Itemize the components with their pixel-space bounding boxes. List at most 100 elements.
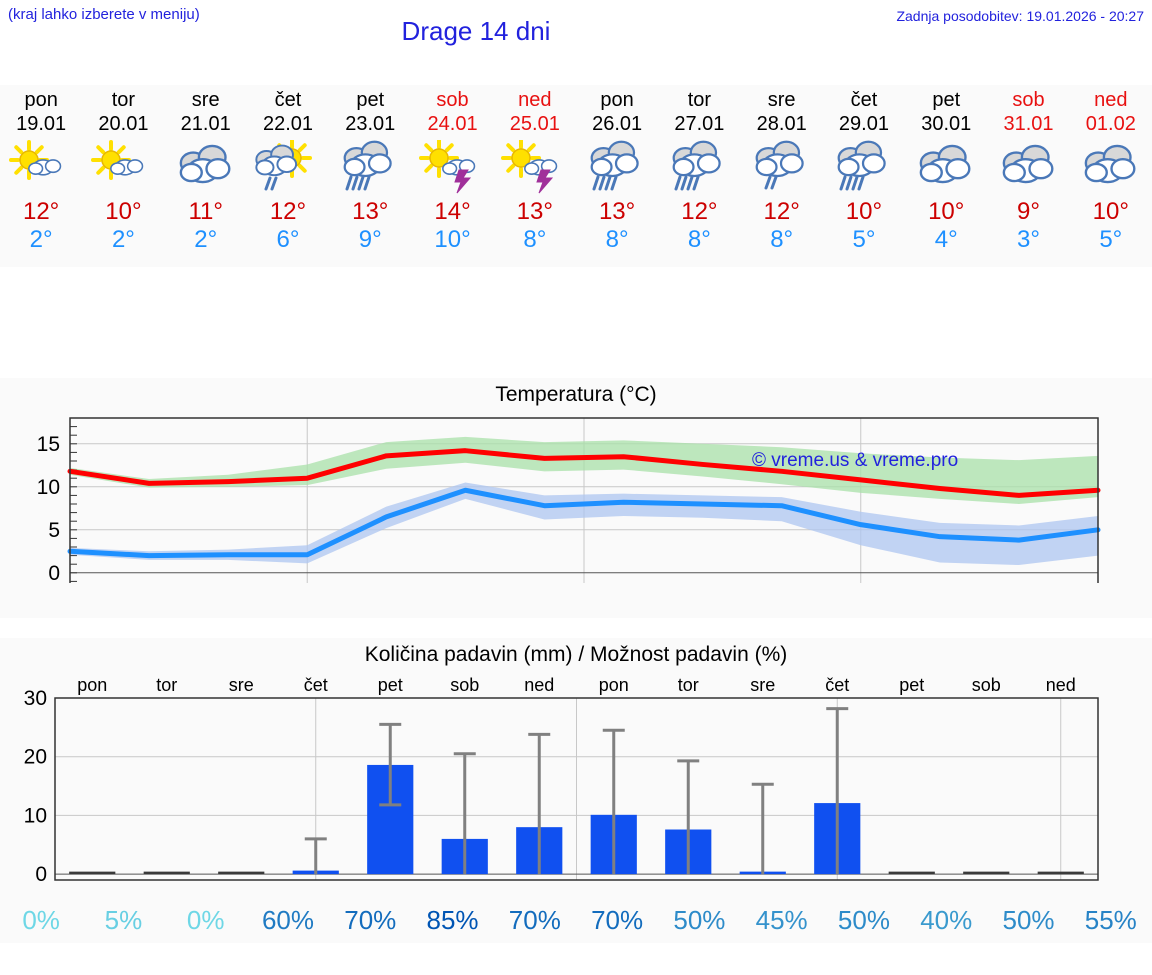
cloud-rain-icon (823, 140, 905, 194)
page-header: (kraj lahko izberete v meniju) Drage 14 … (0, 0, 1152, 62)
precipitation-day-label: čet (304, 675, 328, 695)
temperature-chart-panel: Temperatura (°C) 0 5 10 15 © vreme.us & vrem… (0, 378, 1152, 618)
temperature-max: 12° (269, 198, 307, 225)
forecast-day-card[interactable]: pon 19.01 12° 2° (0, 85, 82, 267)
forecast-day-card[interactable]: sre 21.01 11° 2° (165, 85, 247, 267)
temperature-min: 4° (934, 226, 958, 253)
day-date: 01.02 (1085, 113, 1136, 135)
temperature-min: 8° (605, 226, 629, 253)
precipitation-day-label: sob (972, 675, 1001, 695)
day-date: 28.01 (756, 113, 807, 135)
precipitation-probability: 60% (261, 905, 314, 935)
day-of-week: ned (1094, 89, 1128, 111)
precipitation-plot: pon tor sre čet pet sob ned pon tor sre čet pet sob n… (24, 675, 1099, 886)
temperature-max: 13° (516, 198, 553, 225)
precipitation-day-label: pet (899, 675, 924, 695)
temperature-min: 5° (1099, 226, 1123, 253)
precipitation-probability: 55% (1084, 905, 1137, 935)
precipitation-probability: 70% (591, 905, 644, 935)
day-of-week: pet (932, 89, 961, 111)
precipitation-day-label: ned (524, 675, 554, 695)
precipitation-chart: pon tor sre čet pet sob ned pon tor sre čet pet sob n… (0, 668, 1152, 908)
precipitation-probability: 70% (508, 905, 561, 935)
temperature-min: 8° (687, 226, 711, 253)
cloud-icon (165, 140, 247, 194)
day-date: 27.01 (674, 113, 725, 135)
precipitation-probability: 0% (22, 905, 60, 935)
day-of-week: čet (850, 89, 878, 111)
forecast-day-strip: pon 19.01 12° 2° tor 20.01 10° 2° sre 21.01 11° 2° č… (0, 85, 1152, 267)
temperature-min: 9° (358, 226, 382, 253)
temperature-max: 10° (845, 198, 883, 225)
temperature-min: 8° (770, 226, 794, 253)
sun-cloud-rain-icon (247, 140, 329, 194)
precipitation-bar (218, 871, 265, 875)
temperature-max: 12° (681, 198, 718, 225)
location-hint: (kraj lahko izberete v meniju) (8, 6, 200, 23)
forecast-day-card[interactable]: tor 20.01 10° 2° (82, 85, 164, 267)
cloud-rain-icon (658, 140, 740, 194)
temperature-max: 10° (105, 198, 142, 225)
day-date: 22.01 (262, 113, 314, 135)
cloud-icon (987, 140, 1069, 194)
page-title: Drage 14 dni (401, 16, 551, 46)
day-of-week: sre (191, 89, 220, 111)
temperature-min: 2° (111, 226, 135, 253)
precipitation-probability: 50% (837, 905, 890, 935)
precipitation-probability: 70% (344, 905, 397, 935)
forecast-day-card[interactable]: čet 22.01 12° 6° (247, 85, 329, 267)
precipitation-probability: 45% (755, 905, 808, 935)
precipitation-day-label: pet (378, 675, 403, 695)
precipitation-probability-row: 0% 5% 0% 60% 70% 85% 70% 70% 50% 45% 50% 40% 50% 55% (0, 905, 1152, 936)
temperature-min: 6° (276, 226, 300, 253)
temperature-min: 5° (852, 226, 876, 253)
forecast-day-card[interactable]: sre 28.01 12° 8° (741, 85, 823, 267)
precipitation-day-label: čet (825, 675, 849, 695)
forecast-day-card[interactable]: čet 29.01 10° 5° (823, 85, 905, 267)
temperature-min: 2° (29, 226, 53, 253)
precipitation-day-label: tor (156, 675, 177, 695)
day-of-week: pet (356, 89, 385, 111)
day-date: 21.01 (180, 113, 231, 135)
sun-cloud-icon (0, 140, 82, 194)
temperature-max: 9° (1017, 198, 1040, 225)
precipitation-day-label: ned (1046, 675, 1076, 695)
precipitation-bar (1037, 871, 1084, 875)
day-date: 30.01 (921, 113, 972, 135)
day-of-week: ned (518, 89, 552, 111)
temperature-max: 13° (352, 198, 389, 225)
day-date: 29.01 (838, 113, 889, 135)
day-of-week: čet (274, 89, 302, 111)
forecast-day-card[interactable]: ned 01.02 10° 5° (1070, 85, 1152, 267)
svg-text:20: 20 (24, 746, 47, 769)
day-date: 25.01 (509, 113, 560, 135)
temperature-max: 13° (598, 198, 636, 225)
temperature-plot: 0 5 10 15 © vreme.us & vreme.pro (37, 417, 1101, 583)
forecast-day-card[interactable]: tor 27.01 12° 8° (658, 85, 740, 267)
precipitation-probability: 40% (920, 905, 973, 935)
forecast-day-card[interactable]: ned 25.01 13° 8° (494, 85, 576, 267)
day-of-week: sob (1012, 89, 1045, 111)
precipitation-day-label: pon (599, 675, 629, 695)
temperature-max: 11° (188, 198, 223, 225)
forecast-day-card[interactable]: pet 30.01 10° 4° (905, 85, 987, 267)
svg-text:30: 30 (24, 687, 47, 710)
precipitation-probability: 50% (673, 905, 726, 935)
day-date: 20.01 (98, 113, 149, 135)
forecast-day-card[interactable]: pon 26.01 13° 8° (576, 85, 658, 267)
forecast-day-card[interactable]: sob 31.01 9° 3° (987, 85, 1069, 267)
svg-text:15: 15 (37, 433, 60, 456)
precipitation-chart-panel: Količina padavin (mm) / Možnost padavin … (0, 638, 1152, 943)
day-of-week: tor (111, 89, 136, 111)
day-of-week: sob (436, 89, 469, 111)
precipitation-day-label: sob (450, 675, 479, 695)
precipitation-day-label: pon (77, 675, 107, 695)
precipitation-chart-title: Količina padavin (mm) / Možnost padavin … (364, 643, 788, 666)
temperature-min: 2° (194, 226, 218, 253)
temperature-max: 14° (434, 198, 471, 225)
forecast-day-card[interactable]: sob 24.01 14° 10° (411, 85, 493, 267)
cloud-rain-icon (329, 140, 411, 194)
sun-thunderstorm-icon (494, 140, 576, 194)
forecast-day-card[interactable]: pet 23.01 13° 9° (329, 85, 411, 267)
temperature-min: 8° (523, 226, 547, 253)
